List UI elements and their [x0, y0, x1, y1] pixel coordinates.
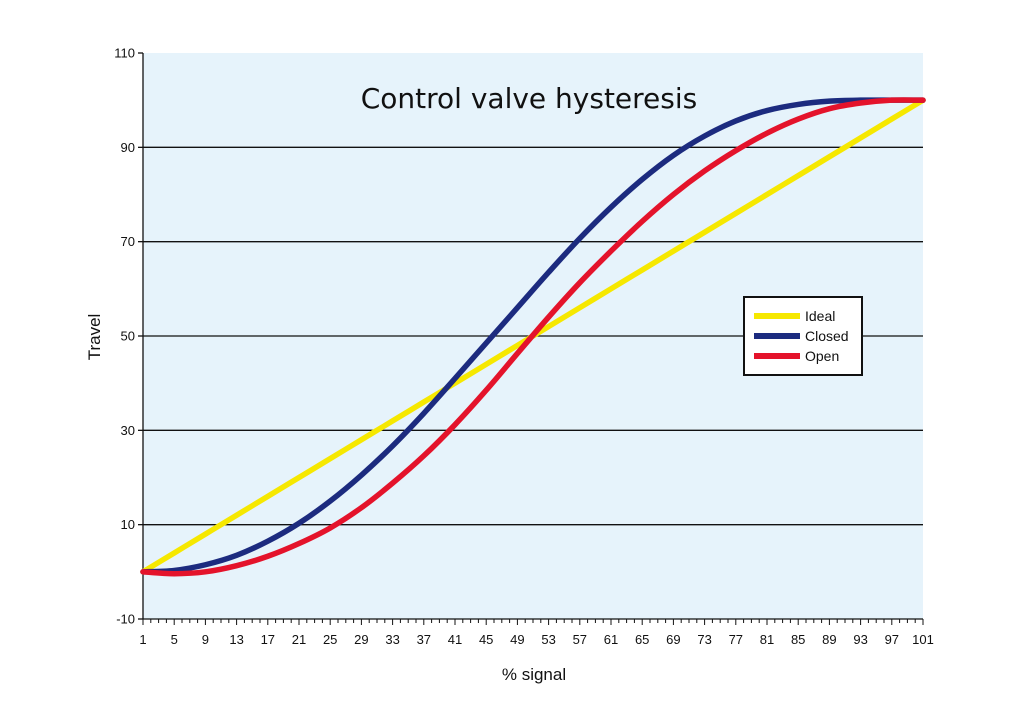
x-tick-label: 45: [479, 632, 493, 647]
series-layer: [140, 97, 926, 577]
legend-label-closed: Closed: [805, 328, 849, 344]
x-tick-label: 5: [171, 632, 178, 647]
x-tick-label: 13: [229, 632, 243, 647]
legend: Ideal Closed Open: [743, 296, 863, 376]
y-tick-label: 70: [121, 234, 135, 249]
y-tick-label: 110: [114, 46, 135, 61]
y-tick-label: 30: [121, 423, 135, 438]
x-tick-label: 81: [760, 632, 774, 647]
x-tick-label: 21: [292, 632, 306, 647]
x-tick-label: 37: [417, 632, 431, 647]
series-line-open: [140, 97, 926, 577]
x-tick-label: 1: [139, 632, 146, 647]
x-tick-label: 49: [510, 632, 524, 647]
series-line-closed: [140, 97, 926, 575]
x-tick-label: 93: [853, 632, 867, 647]
x-tick-label: 41: [448, 632, 462, 647]
chart-title: Control valve hysteresis: [361, 82, 698, 115]
y-tick-label: 90: [121, 140, 135, 155]
x-axis-title: % signal: [502, 665, 566, 684]
x-tick-label: 9: [202, 632, 209, 647]
x-tick-label: 57: [573, 632, 587, 647]
x-tick-label: 33: [385, 632, 399, 647]
y-axis-ticks: -10 10 30 50 70 90 110: [114, 46, 143, 627]
legend-label-open: Open: [805, 348, 839, 364]
x-tick-label: 101: [912, 632, 934, 647]
x-axis-ticks: 1 5 9 13 17 21 25 29 33 37 41 45 49 53 57 61 65 69 73 77 81 8…: [139, 619, 934, 647]
x-tick-label: 73: [697, 632, 711, 647]
x-tick-label: 65: [635, 632, 649, 647]
x-tick-label: 97: [885, 632, 899, 647]
x-tick-label: 17: [261, 632, 275, 647]
x-tick-label: 25: [323, 632, 337, 647]
y-axis-title: Travel: [85, 314, 104, 361]
x-tick-label: 85: [791, 632, 805, 647]
legend-label-ideal: Ideal: [805, 308, 835, 324]
x-tick-label: 89: [822, 632, 836, 647]
x-tick-label: 61: [604, 632, 618, 647]
y-tick-label: 50: [121, 329, 135, 344]
y-tick-label: 10: [121, 517, 135, 532]
x-tick-label: 29: [354, 632, 368, 647]
x-tick-label: 69: [666, 632, 680, 647]
x-tick-label: 77: [729, 632, 743, 647]
y-tick-label: -10: [116, 612, 135, 627]
x-tick-label: 53: [541, 632, 555, 647]
